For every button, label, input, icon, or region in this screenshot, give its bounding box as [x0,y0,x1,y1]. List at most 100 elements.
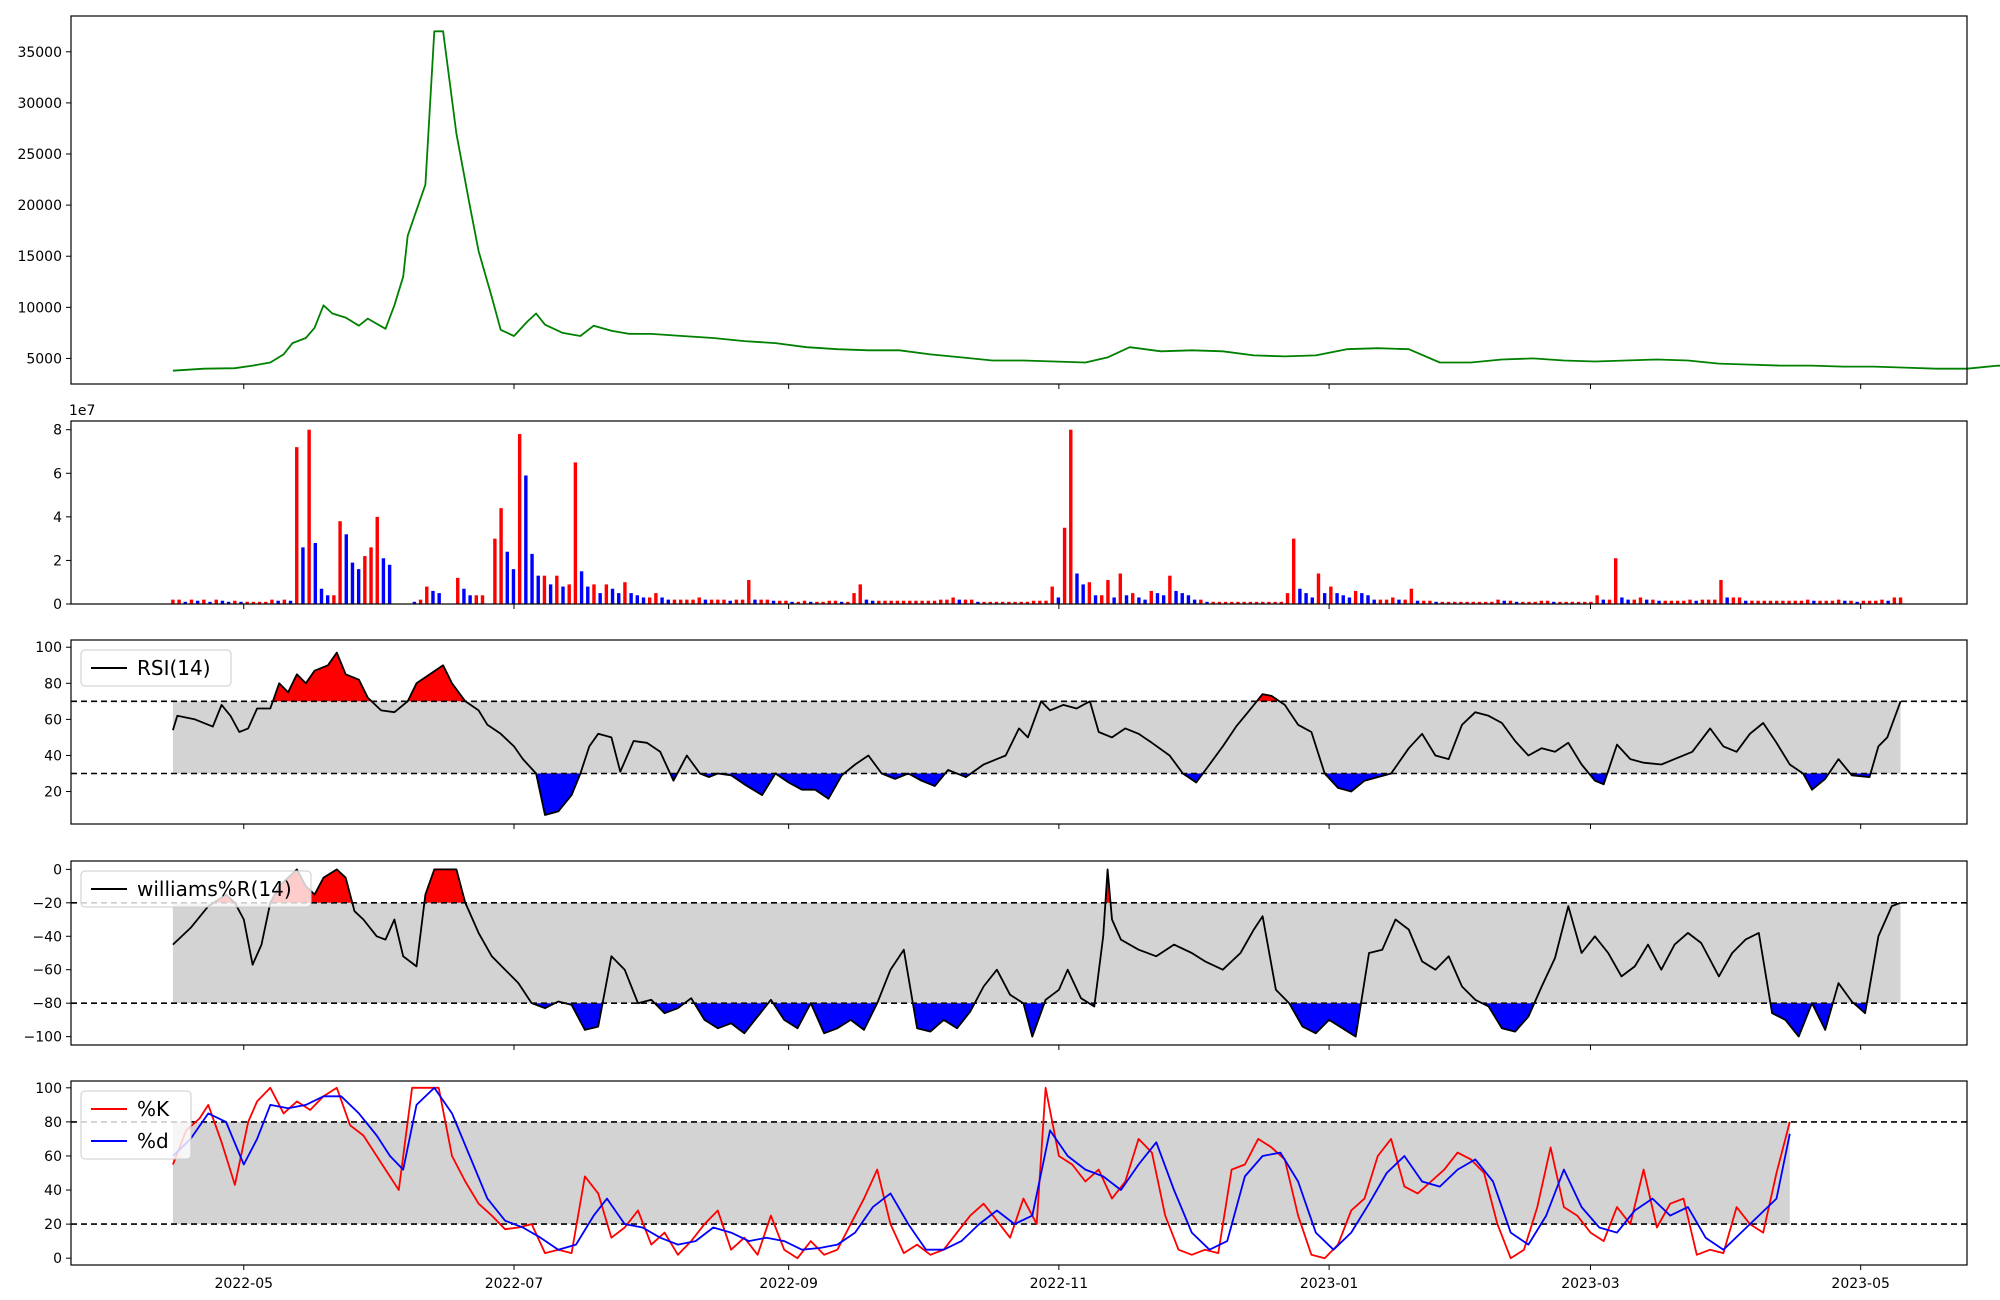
volume-bar [233,600,237,604]
volume-bar [666,599,670,604]
volume-bar [226,601,231,604]
volume-bar [412,601,417,604]
stochastic-neutral-band [172,1121,1790,1225]
volume-bar [716,599,720,604]
volume-bar [1898,597,1903,604]
volume-ytick-label: 8 [53,423,62,439]
volume-bar [505,551,509,604]
volume-bar [685,599,689,604]
volume-bar [1087,582,1092,604]
volume-bar [1112,597,1116,604]
volume-bar [617,593,621,604]
volume-bar [1372,599,1376,604]
rsi-ytick-label: 80 [44,676,62,692]
volume-bar [1490,601,1494,604]
volume-bar [697,597,701,604]
price-ytick-label: 30000 [17,96,62,112]
volume-bar [1620,597,1624,604]
volume-bar [1756,600,1760,604]
volume-bar [1248,601,1253,604]
volume-bar [542,575,547,604]
volume-bar [1391,597,1395,604]
volume-axes-frame [70,420,1968,605]
volume-bar [1106,580,1110,604]
volume-bar [654,593,658,604]
volume-bar [517,434,522,604]
volume-bar [1521,601,1525,604]
volume-bar [1836,599,1841,604]
volume-bar [908,600,912,604]
stochastic-ytick-label: 60 [44,1149,62,1165]
volume-bar [864,599,869,604]
volume-bar [1824,600,1828,604]
volume-bar [524,475,528,604]
volume-bar [1818,600,1822,604]
volume-bar [1050,586,1054,604]
volume-bar [1725,597,1729,604]
williams-ytick-label: −60 [32,963,62,979]
volume-bar [1632,599,1636,604]
volume-bar [623,582,627,604]
volume-bar [1322,593,1327,604]
volume-bar [852,593,856,604]
volume-bar [288,600,293,604]
williams-legend-label: williams%R(14) [137,877,292,901]
volume-bar [1199,599,1203,604]
volume-bar [567,584,571,604]
volume-bar [1211,601,1215,604]
volume-bar [604,584,609,604]
volume-bar [214,599,218,604]
price-ytick-label: 15000 [17,249,62,265]
price-ytick-label: 35000 [17,45,62,61]
volume-bar [561,586,565,604]
volume-bar [1137,597,1141,604]
volume-bar [1688,599,1692,604]
volume-bar [1700,599,1705,604]
volume-bar [1291,538,1296,604]
volume-bar [381,558,386,604]
volume-bar [1273,601,1277,604]
rsi-oversold-area [882,773,908,779]
stochastic-ytick-label: 0 [53,1251,62,1267]
stochastic-ytick-label: 20 [44,1217,62,1233]
volume-bar [1651,599,1655,604]
volume-bar [920,600,924,604]
volume-bar [1452,601,1457,604]
x-tick-label: 2023-05 [1831,1276,1890,1292]
volume-bar [1601,599,1606,604]
volume-bar [586,586,590,604]
volume-bar [901,600,906,604]
volume-bar [753,599,757,604]
volume-bar [1713,599,1717,604]
volume-bar [195,600,200,604]
volume-bar [1168,575,1172,604]
stochastic-series-line [172,1086,1791,1260]
volume-bar [1378,599,1383,604]
volume-bar [1787,600,1791,604]
volume-bar [493,538,497,604]
volume-bar [1465,601,1469,604]
volume-bar [1124,595,1129,604]
rsi-oversold-area [909,773,945,787]
volume-bar [1880,599,1884,604]
volume-bar [641,597,646,604]
volume-bar [338,521,342,604]
volume-bar [462,588,466,604]
volume-bar [1626,599,1630,604]
volume-bar [418,599,423,604]
volume-bar [1508,600,1513,604]
volume-bar [747,580,751,604]
volume-bar [1217,601,1222,604]
rsi-legend-label: RSI(14) [137,656,211,680]
volume-bar [610,588,615,604]
volume-bar [239,601,243,604]
volume-bar [1744,600,1748,604]
volume-bar [1874,600,1878,604]
volume-bar [1558,601,1562,604]
stochastic-axes-frame [70,1080,1968,1266]
volume-bar [555,575,559,604]
volume-bar [945,599,949,604]
volume-bar [1892,597,1897,604]
volume-bar [771,600,776,604]
volume-bar [480,595,485,604]
